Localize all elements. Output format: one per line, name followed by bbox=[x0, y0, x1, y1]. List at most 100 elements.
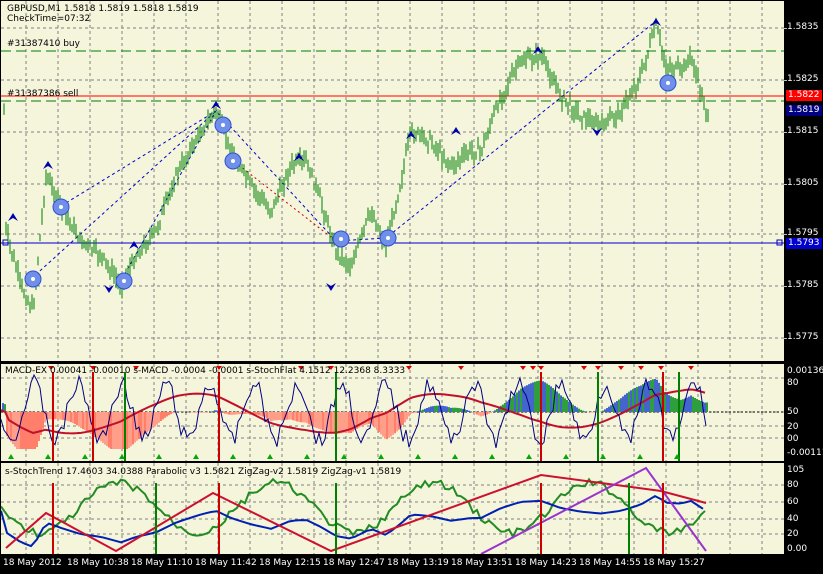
time-tick: 18 May 10:38 bbox=[67, 558, 129, 568]
zigzag-up-arrow bbox=[533, 46, 543, 54]
up-signal-arrow bbox=[119, 454, 125, 459]
macd-axis: 0.00136 80 50 20 00 -0.00111 bbox=[784, 364, 823, 461]
time-tick: 18 May 13:51 bbox=[451, 558, 513, 568]
trend-tick: 20 bbox=[787, 529, 799, 539]
price-tick: 1.5785 bbox=[787, 280, 819, 290]
up-signal-arrow bbox=[267, 454, 273, 459]
trade-marker bbox=[221, 123, 225, 127]
time-tick: 18 May 11:10 bbox=[131, 558, 193, 568]
down-signal-arrow bbox=[520, 366, 526, 370]
macd-signal-line bbox=[1, 388, 706, 435]
zigzag-up-arrow bbox=[406, 131, 416, 139]
macd-header: MACD-EX 0.00041 -0.00010 s-MACD -0.0004 … bbox=[5, 366, 406, 376]
up-signal-arrow bbox=[526, 454, 532, 459]
trend-tick: 80 bbox=[787, 480, 799, 490]
time-tick: 18 May 14:55 bbox=[579, 558, 641, 568]
trend-tick: 0.00 bbox=[787, 544, 808, 554]
up-signal-arrow bbox=[304, 454, 310, 459]
bid-price-box: 1.5819 bbox=[786, 105, 822, 116]
down-signal-arrow bbox=[298, 366, 304, 370]
up-signal-arrow bbox=[674, 454, 680, 459]
price-tick: 1.5835 bbox=[787, 22, 819, 32]
up-signal-arrow bbox=[156, 454, 162, 459]
up-signal-arrow bbox=[8, 454, 14, 459]
trade-marker bbox=[31, 277, 35, 281]
stoch-flat-line bbox=[1, 373, 707, 448]
price-tick: 1.5825 bbox=[787, 74, 819, 84]
time-tick: 18 May 13:19 bbox=[387, 558, 449, 568]
up-signal-arrow bbox=[600, 454, 606, 459]
zigzag-up-arrow bbox=[129, 241, 139, 249]
stoch-trend-pane[interactable]: s-StochTrend 17.4603 34.0388 Parabolic v… bbox=[1, 463, 784, 554]
down-signal-arrow bbox=[406, 366, 412, 370]
up-signal-arrow bbox=[193, 454, 199, 459]
zigzag-v2-line bbox=[480, 466, 707, 554]
up-signal-arrow bbox=[637, 454, 643, 459]
trend-axis: 105 80 60 40 20 0.00 bbox=[784, 463, 823, 554]
check-time-label: CheckTime=07:32 bbox=[7, 14, 91, 24]
symbol-header: GBPUSD,M1 1.5818 1.5819 1.5818 1.5819 bbox=[7, 4, 199, 14]
price-axis: 1.5835 1.5825 1.5815 1.5805 1.5795 1.578… bbox=[784, 1, 823, 361]
time-axis: 18 May 2012 18 May 10:38 18 May 11:10 18… bbox=[1, 554, 784, 574]
time-tick: 18 May 11:42 bbox=[195, 558, 257, 568]
zigzag-up-arrow bbox=[8, 213, 18, 221]
price-tick: 1.5795 bbox=[787, 228, 819, 238]
down-signal-arrow bbox=[133, 366, 139, 370]
down-signal-arrow bbox=[688, 366, 694, 370]
time-tick: 18 May 2012 bbox=[3, 558, 62, 568]
down-signal-arrow bbox=[530, 366, 536, 370]
up-signal-arrow bbox=[341, 454, 347, 459]
trade-marker bbox=[339, 237, 343, 241]
zigzag-v1-line bbox=[5, 473, 707, 553]
trend-tick: 40 bbox=[787, 514, 799, 524]
macd-tick: -0.00111 bbox=[787, 448, 823, 458]
time-tick: 18 May 12:47 bbox=[323, 558, 385, 568]
buy-order-label: #31387410 buy bbox=[7, 39, 80, 49]
macd-tick: 0.00136 bbox=[787, 366, 823, 376]
down-signal-arrow bbox=[618, 366, 624, 370]
down-signal-arrow bbox=[458, 366, 464, 370]
trade-marker bbox=[122, 279, 126, 283]
macd-tick: 20 bbox=[787, 422, 799, 432]
down-signal-arrow bbox=[328, 366, 334, 370]
price-chart-pane[interactable]: GBPUSD,M1 1.5818 1.5819 1.5818 1.5819 Ch… bbox=[1, 1, 784, 361]
time-tick: 18 May 12:15 bbox=[259, 558, 321, 568]
parabolic-line bbox=[1, 494, 704, 548]
macd-tick: 80 bbox=[787, 378, 799, 388]
down-signal-arrow bbox=[581, 366, 587, 370]
zigzag-up-arrow bbox=[43, 161, 53, 169]
down-signal-arrow bbox=[638, 366, 644, 370]
macd-indicator-pane[interactable]: MACD-EX 0.00041 -0.00010 s-MACD -0.0004 … bbox=[1, 364, 784, 461]
down-signal-arrow bbox=[538, 366, 544, 370]
price-chart-canvas[interactable] bbox=[1, 1, 784, 361]
down-signal-arrow bbox=[48, 366, 54, 370]
zigzag-down-arrow bbox=[326, 283, 336, 291]
zigzag-up-arrow bbox=[211, 101, 221, 109]
stoch-trend-canvas[interactable] bbox=[1, 463, 784, 554]
zigzag-down-arrow bbox=[104, 285, 114, 293]
trend-header: s-StochTrend 17.4603 34.0388 Parabolic v… bbox=[5, 467, 402, 477]
zigzag-up-arrow bbox=[294, 153, 304, 161]
trade-marker bbox=[59, 205, 63, 209]
hline-price-box: 1.5793 bbox=[786, 238, 822, 249]
sell-price-box: 1.5822 bbox=[786, 90, 822, 101]
hline-handle bbox=[776, 239, 783, 246]
trade-marker bbox=[666, 81, 670, 85]
up-signal-arrow bbox=[378, 454, 384, 459]
down-signal-arrow bbox=[595, 366, 601, 370]
up-signal-arrow bbox=[82, 454, 88, 459]
up-signal-arrow bbox=[415, 454, 421, 459]
up-signal-arrow bbox=[230, 454, 236, 459]
zigzag-line bbox=[230, 158, 337, 242]
trade-marker bbox=[231, 159, 235, 163]
zigzag-up-arrow bbox=[651, 18, 661, 26]
trend-tick: 60 bbox=[787, 497, 799, 507]
price-tick: 1.5775 bbox=[787, 332, 819, 342]
down-signal-arrow bbox=[90, 366, 96, 370]
up-signal-arrow bbox=[489, 454, 495, 459]
trade-marker bbox=[386, 236, 390, 240]
macd-canvas[interactable] bbox=[1, 364, 784, 461]
up-signal-arrow bbox=[45, 454, 51, 459]
price-tick: 1.5815 bbox=[787, 126, 819, 136]
hline-handle bbox=[2, 239, 9, 246]
